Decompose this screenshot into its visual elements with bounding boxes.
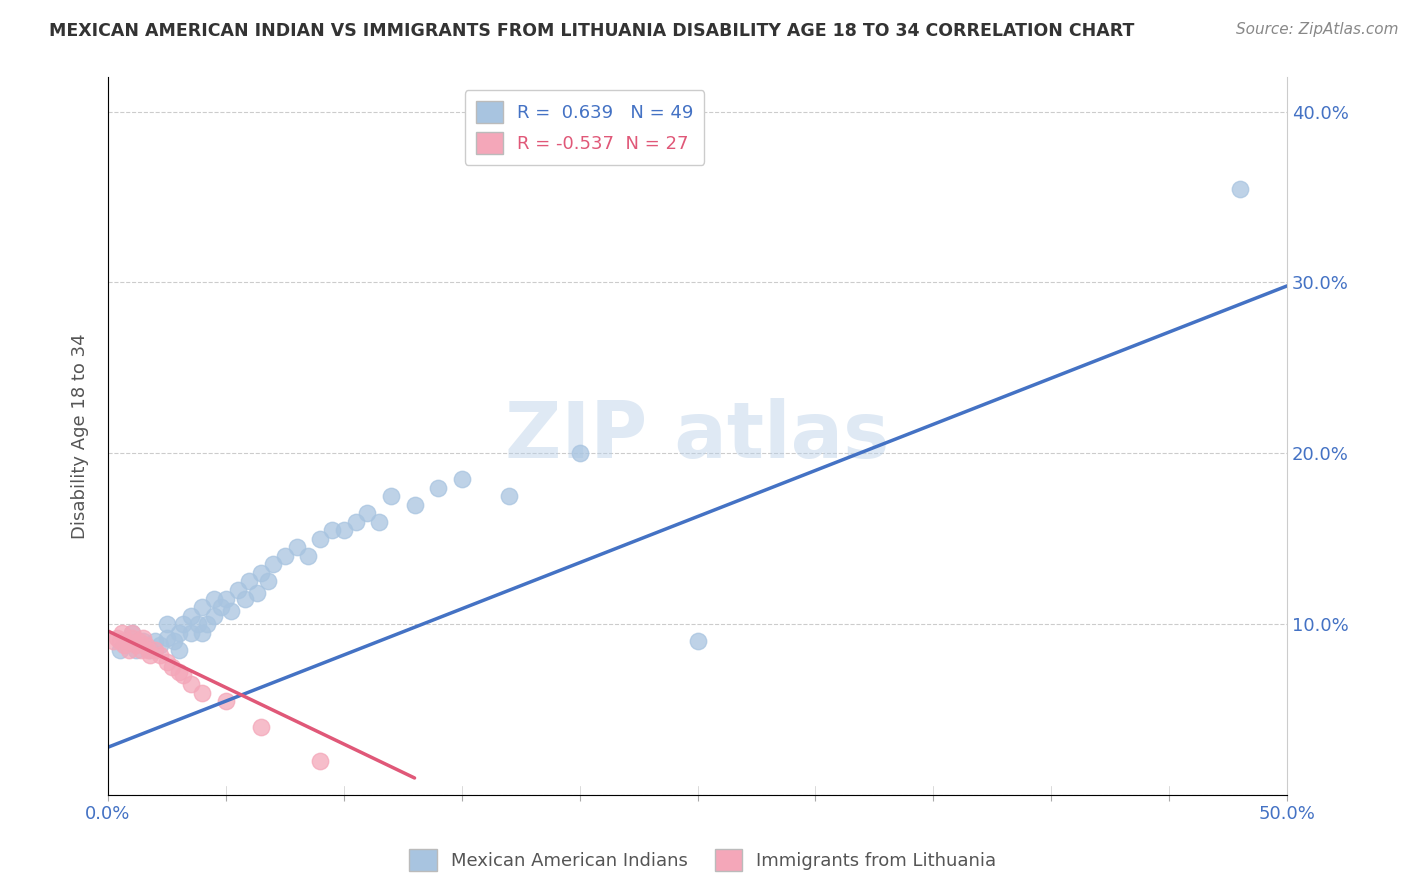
Point <box>108 634 131 648</box>
Point <box>167 665 190 679</box>
Point <box>163 634 186 648</box>
Point <box>450 472 472 486</box>
Point <box>115 634 138 648</box>
Point <box>250 720 273 734</box>
Point <box>125 638 148 652</box>
Point <box>568 446 591 460</box>
Legend: R =  0.639   N = 49, R = -0.537  N = 27: R = 0.639 N = 49, R = -0.537 N = 27 <box>465 90 704 165</box>
Point <box>132 634 155 648</box>
Point <box>114 638 136 652</box>
Point <box>321 523 343 537</box>
Point <box>368 515 391 529</box>
Point <box>132 631 155 645</box>
Point <box>160 660 183 674</box>
Text: MEXICAN AMERICAN INDIAN VS IMMIGRANTS FROM LITHUANIA DISABILITY AGE 18 TO 34 COR: MEXICAN AMERICAN INDIAN VS IMMIGRANTS FR… <box>49 22 1135 40</box>
Point <box>285 541 308 555</box>
Point <box>107 631 129 645</box>
Point <box>427 481 450 495</box>
Point <box>143 643 166 657</box>
Point <box>191 600 214 615</box>
Point <box>121 625 143 640</box>
Point <box>139 648 162 662</box>
Point <box>209 600 232 615</box>
Point <box>167 625 190 640</box>
Point <box>143 634 166 648</box>
Point <box>172 668 194 682</box>
Point <box>233 591 256 606</box>
Point <box>121 625 143 640</box>
Point <box>125 643 148 657</box>
Point <box>219 603 242 617</box>
Point <box>245 586 267 600</box>
Point <box>129 643 152 657</box>
Point <box>498 489 520 503</box>
Point <box>202 591 225 606</box>
Point <box>180 608 202 623</box>
Point <box>274 549 297 563</box>
Point <box>128 634 150 648</box>
Point <box>187 617 209 632</box>
Text: ZIP atlas: ZIP atlas <box>505 398 890 475</box>
Point <box>156 631 179 645</box>
Point <box>404 498 426 512</box>
Point <box>262 558 284 572</box>
Point <box>215 694 238 708</box>
Point <box>101 634 124 648</box>
Point <box>257 574 280 589</box>
Point <box>309 532 332 546</box>
Point <box>115 634 138 648</box>
Point <box>380 489 402 503</box>
Point <box>356 506 378 520</box>
Point <box>333 523 356 537</box>
Point <box>344 515 367 529</box>
Point <box>202 608 225 623</box>
Point <box>172 617 194 632</box>
Point <box>135 638 157 652</box>
Point <box>195 617 218 632</box>
Point <box>297 549 319 563</box>
Point <box>191 625 214 640</box>
Point <box>226 582 249 597</box>
Point <box>149 648 172 662</box>
Point <box>686 634 709 648</box>
Point <box>156 655 179 669</box>
Point <box>180 677 202 691</box>
Text: Source: ZipAtlas.com: Source: ZipAtlas.com <box>1236 22 1399 37</box>
Y-axis label: Disability Age 18 to 34: Disability Age 18 to 34 <box>72 334 89 539</box>
Point <box>238 574 260 589</box>
Point <box>191 685 214 699</box>
Point <box>149 638 172 652</box>
Legend: Mexican American Indians, Immigrants from Lithuania: Mexican American Indians, Immigrants fro… <box>402 842 1004 879</box>
Point <box>309 754 332 768</box>
Point <box>111 625 134 640</box>
Point <box>167 643 190 657</box>
Point <box>1229 181 1251 195</box>
Point <box>215 591 238 606</box>
Point <box>139 643 162 657</box>
Point <box>156 617 179 632</box>
Point <box>250 566 273 580</box>
Point <box>180 625 202 640</box>
Point <box>121 631 143 645</box>
Point <box>136 643 159 657</box>
Point <box>108 643 131 657</box>
Point <box>118 643 141 657</box>
